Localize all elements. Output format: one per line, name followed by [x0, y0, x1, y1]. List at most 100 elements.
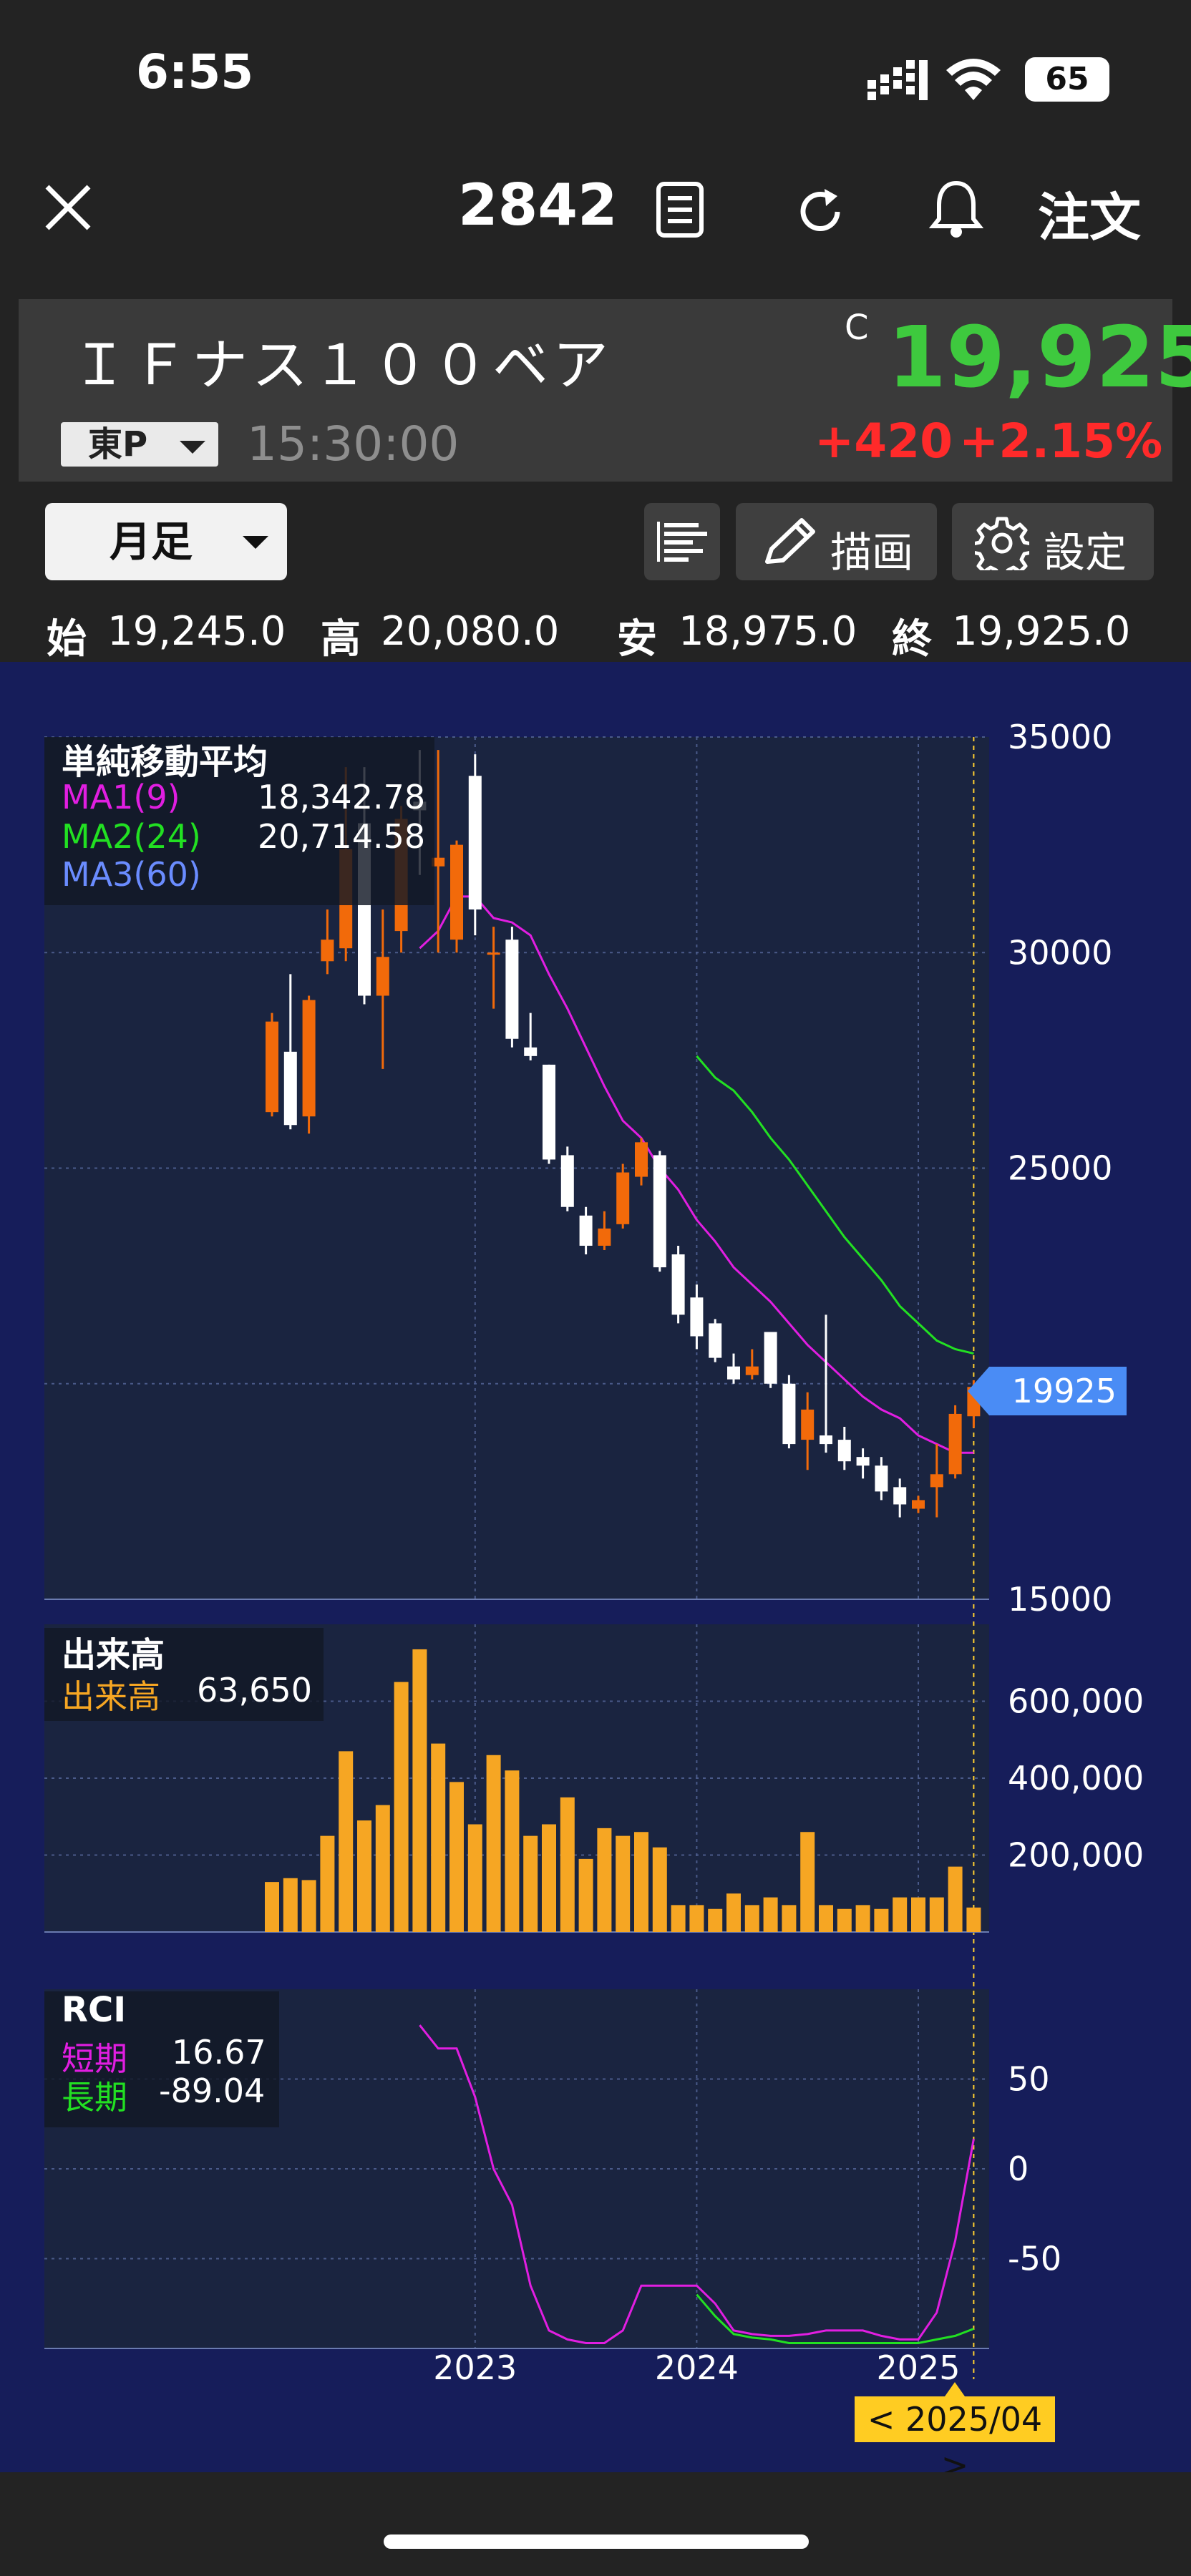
volume-bar [486, 1755, 501, 1932]
candle-body [524, 1047, 538, 1056]
gear-icon [975, 517, 1029, 570]
volume-bar [911, 1897, 925, 1932]
volume-bar [616, 1835, 631, 1932]
candle-body [948, 1413, 962, 1475]
volume-bar [652, 1847, 667, 1932]
ma2-line [696, 1055, 974, 1355]
rci-legend-box [44, 1991, 279, 2127]
stock-code: 2842 [458, 172, 618, 238]
draw-label: 描画 [830, 528, 914, 577]
period-dropdown[interactable]: 月足 [45, 503, 287, 580]
bars-icon [657, 522, 707, 562]
battery-icon: 65 [1025, 57, 1109, 102]
volume-tick-label: 200,000 [1008, 1836, 1144, 1875]
rci-short-line [419, 2024, 975, 2344]
volume-legend-box [44, 1628, 324, 1721]
ma1-line [419, 895, 974, 1454]
chevron-down-icon [243, 536, 268, 549]
refresh-icon[interactable] [793, 185, 847, 239]
volume-bar [320, 1835, 335, 1932]
open-value: 19,245.0 [107, 608, 286, 655]
price-legend-box [44, 737, 434, 905]
volume-bar [578, 1858, 593, 1932]
volume-bar [265, 1882, 279, 1932]
chart-area[interactable]: 35000 30000 25000 15000 600,000 400,000 200,00… [0, 662, 1191, 2484]
volume-bar [837, 1908, 852, 1932]
volume-bar [301, 1880, 316, 1932]
candle-body [875, 1465, 888, 1492]
candle-body [671, 1254, 685, 1315]
status-time: 6:55 [136, 44, 254, 99]
candle-body [543, 1064, 555, 1160]
quote-time: 15:30:00 [247, 416, 460, 472]
price-tick-label: 30000 [1008, 933, 1112, 972]
x-tick-label: 2024 [655, 2348, 739, 2387]
open-key: 始 [47, 616, 87, 663]
indicator-list-button[interactable] [644, 503, 720, 580]
bottom-bar [0, 2472, 1191, 2576]
candle-body [782, 1383, 796, 1445]
candle-body [653, 1155, 666, 1268]
period-label: 月足 [110, 517, 193, 566]
volume-bar [782, 1905, 797, 1932]
draw-button[interactable]: 描画 [736, 503, 937, 580]
current-price-tag: 19925 [989, 1367, 1127, 1415]
volume-bar [560, 1797, 575, 1932]
price-tick-label: 35000 [1008, 718, 1112, 756]
market-dropdown[interactable]: 東P [61, 422, 218, 467]
volume-bar [948, 1866, 963, 1932]
price-tick-label: 25000 [1008, 1149, 1112, 1188]
candle-body [505, 940, 519, 1039]
document-icon[interactable] [655, 181, 705, 238]
price-flag: C [845, 308, 869, 348]
market-label: 東P [88, 424, 148, 464]
candle-body [745, 1366, 759, 1375]
volume-bar [966, 1907, 981, 1932]
high-key: 高 [321, 616, 361, 663]
volume-bar [689, 1905, 704, 1932]
candle-body [283, 1051, 297, 1126]
candle-body [690, 1297, 704, 1337]
cursor-marker [945, 2382, 965, 2396]
home-indicator[interactable] [384, 2534, 809, 2549]
ma1-legend-value: 18,342.78 [258, 778, 426, 816]
candle-body [616, 1172, 630, 1224]
price-tag-arrow [968, 1367, 989, 1415]
volume-bar [763, 1897, 778, 1932]
candle-body [820, 1435, 832, 1445]
volume-bar [929, 1897, 944, 1932]
volume-bar [819, 1905, 833, 1932]
rci-short-value: 16.67 [172, 2033, 266, 2072]
candle-body [727, 1366, 740, 1380]
volume-bar [874, 1908, 889, 1932]
settings-button[interactable]: 設定 [952, 503, 1154, 580]
volume-tick-label: 400,000 [1008, 1759, 1144, 1797]
chart-svg[interactable]: 35000 30000 25000 15000 600,000 400,000 200,00… [0, 662, 1191, 2472]
volume-bar [431, 1743, 446, 1932]
volume-bar [467, 1824, 482, 1932]
candle-body [801, 1409, 815, 1440]
close-icon[interactable] [43, 182, 93, 233]
volume-bar [523, 1835, 538, 1932]
bell-icon[interactable] [928, 179, 984, 239]
candle-body [930, 1474, 943, 1488]
volume-bar [597, 1828, 612, 1932]
price-change: +420 [815, 414, 953, 469]
candle-body [856, 1457, 870, 1466]
settings-label: 設定 [1044, 528, 1127, 577]
volume-bar [800, 1832, 815, 1932]
candle-body [635, 1142, 648, 1177]
volume-bar [708, 1908, 723, 1932]
volume-bar [412, 1649, 427, 1932]
order-button[interactable]: 注文 [1038, 187, 1142, 248]
candle-body [468, 776, 482, 909]
candle-body [321, 940, 334, 962]
x-tick-label: 2023 [433, 2348, 517, 2387]
volume-bar [375, 1805, 390, 1932]
volume-bar [634, 1832, 648, 1932]
price-change-percent: +2.15% [959, 414, 1163, 469]
candle-body [376, 957, 389, 996]
volume-bar [542, 1824, 556, 1932]
volume-bar [893, 1897, 908, 1932]
low-value: 18,975.0 [679, 608, 857, 655]
